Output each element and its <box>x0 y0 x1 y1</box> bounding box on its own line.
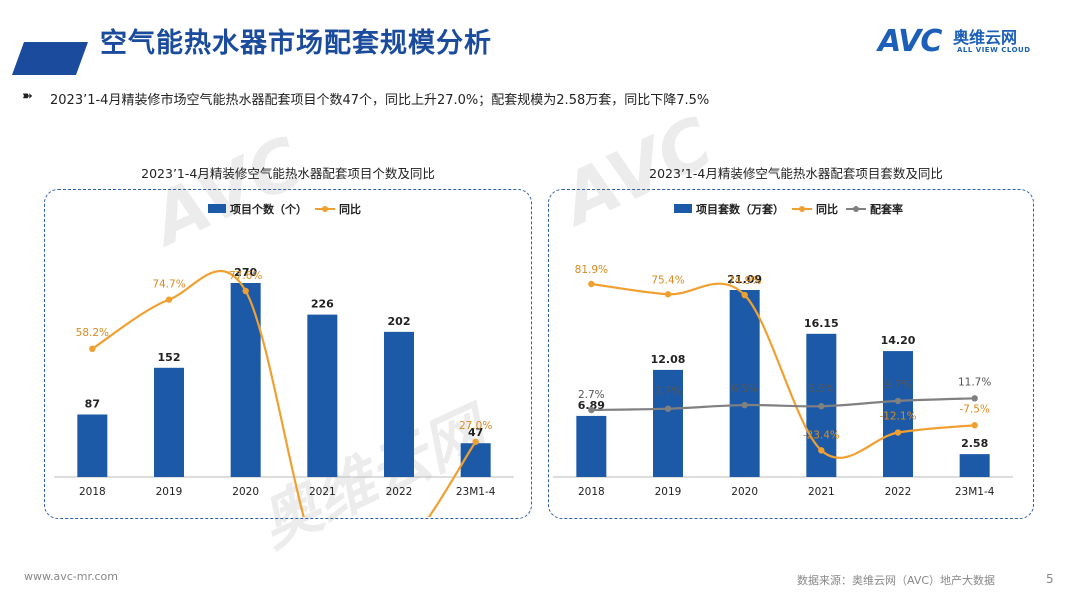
category-label-4: 2022 <box>386 486 413 498</box>
series-0-label-2: 77.6% <box>229 270 262 282</box>
legend-0-swatch <box>208 204 226 213</box>
series-0-point-5 <box>472 438 479 445</box>
legend-1-marker <box>799 206 805 212</box>
footer-website[interactable]: www.avc-mr.com <box>24 570 118 583</box>
bar-2 <box>230 283 261 477</box>
bar-value-label-5: 47 <box>468 426 483 439</box>
bar-0 <box>576 415 607 477</box>
bar-value-label-2: 270 <box>234 266 257 279</box>
series-line-0 <box>91 269 477 517</box>
bar-value-label-1: 152 <box>158 351 181 364</box>
category-label-4: 2022 <box>885 486 912 498</box>
bar-1 <box>154 367 184 477</box>
legend-0-label: 项目套数（万套） <box>696 202 784 216</box>
series-0-point-2 <box>242 287 249 295</box>
bar-3 <box>307 314 338 477</box>
bar-value-label-1: 12.08 <box>651 353 686 366</box>
legend-0-label: 项目个数（个） <box>230 202 307 216</box>
bar-4 <box>384 331 414 477</box>
bar-value-label-3: 226 <box>311 298 334 311</box>
bar-5 <box>959 454 990 477</box>
bar-0 <box>77 414 108 477</box>
bar-1 <box>653 369 683 477</box>
category-label-2: 2020 <box>731 486 758 498</box>
legend-1-label: 同比 <box>816 202 838 216</box>
logo-cn: 奥维云网 <box>953 28 1018 47</box>
category-label-0: 2018 <box>578 486 605 498</box>
bar-value-label-2: 21.09 <box>727 273 762 286</box>
series-0-point-1 <box>165 296 173 303</box>
series-1-label-3: 5.6% <box>808 383 835 395</box>
category-label-2: 2020 <box>232 486 259 498</box>
legend-0-swatch <box>674 204 692 213</box>
legend-2-marker <box>853 206 859 212</box>
bar-value-label-0: 87 <box>85 397 100 410</box>
chart-left-panel <box>44 189 532 519</box>
series-0-point-1 <box>664 291 672 298</box>
bar-2 <box>729 290 760 477</box>
series-1-label-5: 11.7% <box>958 376 991 388</box>
series-1-point-2 <box>741 401 748 409</box>
chart-right-panel <box>548 189 1034 519</box>
series-1-point-0 <box>588 406 595 414</box>
bar-4 <box>883 351 913 477</box>
chart-right: 项目套数（万套） 同比 配套率 6.89 12.08 21.09 16.15 14.20 2.5… <box>553 202 1013 498</box>
category-label-0: 2018 <box>79 486 106 498</box>
chart-left: 项目个数（个） 同比 87 152 270 226 202 47 2018 2019 2020 202… <box>54 202 514 517</box>
bar-value-label-4: 202 <box>388 315 411 328</box>
series-1-point-3 <box>818 403 825 410</box>
series-0-point-2 <box>741 291 748 299</box>
series-line-1 <box>591 397 975 412</box>
chart-right-title: 2023’1-4月精装修空气能热水器配套项目套数及同比 <box>649 166 943 181</box>
bar-value-label-5: 2.58 <box>961 437 988 450</box>
series-0-label-0: 81.9% <box>575 264 608 276</box>
series-1-label-2: 6.5% <box>731 383 758 395</box>
legend-1-marker <box>322 206 328 212</box>
arrow-bullet-icon: ➽ <box>22 89 33 104</box>
series-line-0 <box>591 282 975 459</box>
page-title: 空气能热水器市场配套规模分析 <box>100 28 492 59</box>
series-1-point-4 <box>894 397 902 405</box>
series-1-label-1: 3.7% <box>655 386 682 398</box>
series-0-label-2: 74.9% <box>728 275 761 287</box>
category-label-5: 23M1-4 <box>955 486 995 498</box>
bar-value-label-4: 14.20 <box>881 334 916 347</box>
series-0-point-0 <box>588 280 595 288</box>
series-1-label-4: 9.7% <box>885 379 912 391</box>
page-number: 5 <box>1046 572 1054 586</box>
series-0-label-1: 74.7% <box>152 279 185 291</box>
chart-left-title: 2023’1-4月精装修空气能热水器配套项目个数及同比 <box>141 166 435 181</box>
series-1-label-0: 2.7% <box>578 389 605 401</box>
series-1-point-5 <box>971 395 978 402</box>
category-label-1: 2019 <box>156 486 183 498</box>
bar-value-label-3: 16.15 <box>804 317 839 330</box>
legend-1-label: 同比 <box>339 202 361 216</box>
summary-text: 2023’1-4月精装修市场空气能热水器配套项目个数47个，同比上升27.0%；… <box>50 93 710 108</box>
series-0-label-1: 75.4% <box>651 274 684 286</box>
logo-en: ALL VIEW CLOUD <box>957 46 1031 54</box>
category-label-3: 2021 <box>309 486 336 498</box>
bar-value-label-0: 6.89 <box>578 399 605 412</box>
series-0-label-4: -12.1% <box>879 411 916 423</box>
footer-source: 数据来源：奥维云网（AVC）地产大数据 <box>797 574 996 587</box>
series-0-label-5: 27.0% <box>459 420 492 432</box>
series-0-label-5: -7.5% <box>959 403 989 415</box>
category-label-1: 2019 <box>655 486 682 498</box>
series-0-point-5 <box>971 422 978 429</box>
series-0-point-4 <box>894 429 902 436</box>
title-accent-shape <box>11 42 89 75</box>
avc-logo: AVC 奥维云网 ALL VIEW CLOUD <box>878 24 1058 60</box>
category-label-5: 23M1-4 <box>456 486 496 498</box>
series-0-point-0 <box>89 345 96 353</box>
category-label-3: 2021 <box>808 486 835 498</box>
series-0-label-3: -23.4% <box>803 429 840 441</box>
legend-2-label: 配套率 <box>870 202 903 216</box>
bar-5 <box>460 443 491 477</box>
logo-mark: AVC <box>878 24 942 59</box>
series-0-point-3 <box>818 447 825 454</box>
series-1-point-1 <box>664 405 672 412</box>
series-0-label-0: 58.2% <box>76 327 109 339</box>
